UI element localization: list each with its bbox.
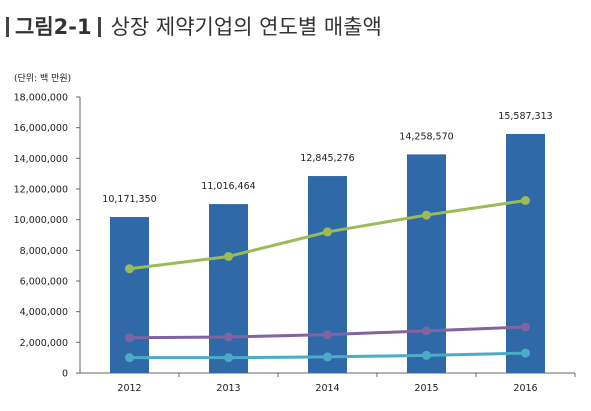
series-point	[521, 322, 530, 332]
bar-value-label: 10,171,350	[102, 194, 156, 205]
series-point	[521, 196, 530, 205]
bar-value-label: 12,845,276	[300, 153, 354, 164]
line-series-group	[125, 196, 530, 363]
figure-label: 그림2-1	[15, 15, 92, 39]
bar-value-label: 14,258,570	[399, 131, 453, 142]
x-tick-label: 2016	[513, 383, 537, 394]
x-tick-labels: 2012 2013 2014 2015 2016	[117, 383, 537, 394]
title-divider-left	[6, 17, 9, 37]
series-point	[125, 353, 134, 363]
figure-title: 그림2-1 상장 제약기업의 연도별 매출액	[6, 10, 382, 44]
series-point	[422, 326, 431, 336]
series-point	[521, 348, 530, 358]
bar	[110, 217, 149, 373]
y-tick-label: 18,000,000	[14, 93, 68, 104]
series-point	[422, 350, 431, 360]
series-point	[323, 330, 332, 340]
y-tick-labels: 0 2,000,000 4,000,000 6,000,000 8,000,000 10,…	[14, 93, 68, 380]
series-point	[224, 251, 233, 261]
x-tick-label: 2015	[414, 383, 438, 394]
title-divider-right	[97, 17, 101, 37]
series-point	[323, 227, 332, 237]
bar-value-label: 15,587,313	[498, 111, 552, 122]
series-point	[125, 333, 134, 343]
bar-value-labels: 10,171,350 11,016,464 12,845,276 14,258,570…	[102, 111, 552, 205]
y-tick-label: 16,000,000	[14, 123, 68, 134]
series-point	[125, 264, 134, 274]
y-tick-label: 0	[62, 369, 68, 380]
series-point	[323, 352, 332, 362]
y-tick-label: 8,000,000	[20, 246, 68, 257]
bar-value-label: 11,016,464	[201, 181, 255, 192]
unit-label: (단위: 백 만원)	[14, 74, 72, 84]
y-tick-label: 6,000,000	[20, 277, 68, 288]
bar	[407, 154, 446, 373]
y-tick-label: 2,000,000	[20, 338, 68, 349]
bar	[209, 204, 248, 373]
line-series	[125, 348, 530, 363]
line-series	[125, 196, 530, 274]
x-tick-label: 2012	[117, 383, 141, 394]
y-tick-label: 14,000,000	[14, 154, 68, 165]
bar	[506, 133, 545, 373]
figure-title-text: 상장 제약기업의 연도별 매출액	[110, 15, 382, 39]
x-tick-label: 2014	[315, 383, 339, 394]
series-point	[224, 332, 233, 342]
bar	[308, 176, 347, 373]
y-tick-label: 12,000,000	[14, 185, 68, 196]
x-tick-label: 2013	[216, 383, 240, 394]
y-tick-label: 10,000,000	[14, 215, 68, 226]
y-tick-label: 4,000,000	[20, 307, 68, 318]
line-series	[125, 322, 530, 343]
series-point	[224, 353, 233, 363]
series-point	[422, 210, 431, 220]
bar-series	[110, 133, 545, 373]
